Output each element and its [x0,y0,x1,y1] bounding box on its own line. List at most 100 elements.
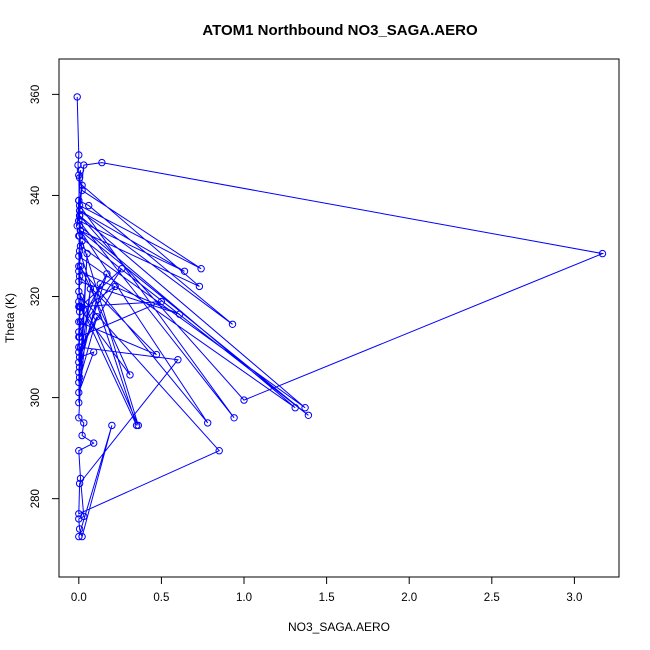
data-point [75,201,84,210]
data-point [75,373,84,382]
data-point [76,292,85,301]
data-point [76,242,85,250]
data-point [75,206,84,215]
y-axis: 280 300 320 340 360 [30,85,60,508]
data-point [174,356,182,364]
data-point [75,151,83,159]
data-point [291,404,299,412]
data-point [157,297,166,306]
data-point [75,515,83,523]
data-point [75,479,84,488]
x-tick-label: 1.0 [236,592,252,604]
data-point [76,166,85,174]
data-point [75,212,84,220]
data-point [301,404,309,412]
data-point [180,267,189,275]
data-point [76,302,85,311]
data-point [83,249,91,258]
data-point [304,411,313,419]
data-point [73,222,81,230]
data-point [75,378,83,387]
x-tick-label: 3.0 [566,592,582,604]
data-point [76,343,85,351]
data-point [78,237,86,245]
y-tick-label: 300 [30,388,42,407]
series-layer [73,93,607,541]
x-tick-label: 0.5 [153,592,169,604]
x-tick-label: 2.0 [401,592,417,604]
y-tick-label: 360 [30,85,42,104]
data-point [75,525,84,533]
data-point [126,371,134,379]
data-point [197,265,205,273]
series-line [76,96,605,539]
data-point [118,265,126,273]
data-point [90,348,98,356]
data-point [75,272,84,280]
data-point [108,421,116,430]
data-point [76,318,85,326]
x-tick-label: 1.5 [319,592,335,604]
data-point [96,280,105,288]
data-point [75,267,83,275]
data-point [93,313,101,321]
data-point [86,285,95,293]
data-point [73,93,81,101]
data-point [78,532,86,541]
data-point [76,262,85,270]
data-point [78,431,86,440]
data-point [75,333,84,341]
data-point [75,358,83,366]
data-point [75,297,83,306]
data-point [76,227,85,235]
data-point [75,222,84,230]
data-point [75,217,83,225]
data-point [78,186,86,195]
x-tick-label: 2.5 [484,592,500,604]
data-point [80,419,88,427]
data-point [75,414,83,422]
data-point [111,282,119,291]
data-point [75,277,83,286]
chart-title: ATOM1 Northbound NO3_SAGA.AERO [202,22,478,39]
data-point [103,270,111,278]
plot-frame [58,58,620,578]
data-point [598,249,607,258]
data-point [228,320,237,328]
data-point [175,310,184,318]
y-tick-label: 320 [30,287,42,306]
data-point [75,447,83,455]
data-point [75,171,83,179]
x-axis-label: NO3_SAGA.AERO [288,620,390,634]
data-point [76,474,85,483]
y-tick-label: 280 [30,489,42,508]
y-axis-label: Theta (K) [3,293,17,343]
data-point [75,252,83,260]
data-point [75,328,83,336]
data-point [85,201,93,210]
data-point [152,350,161,359]
data-point [195,282,204,291]
data-point [240,396,248,404]
data-point [78,181,86,190]
data-point [204,419,212,427]
data-point [75,348,83,356]
data-point [215,447,223,455]
data-point [75,388,83,397]
x-tick-label: 0.0 [71,592,87,604]
data-point [230,414,238,422]
data-point [75,398,83,407]
data-point [75,363,84,371]
data-point [75,368,83,376]
data-point [75,196,83,205]
data-point [75,532,83,541]
data-point [75,247,84,255]
data-point [98,158,106,167]
data-point [75,287,83,296]
y-tick-label: 340 [30,186,42,205]
data-point [132,421,141,430]
x-axis: 0.0 0.5 1.0 1.5 2.0 2.5 3.0 [71,576,582,604]
data-point [75,308,84,316]
data-point [75,353,84,361]
